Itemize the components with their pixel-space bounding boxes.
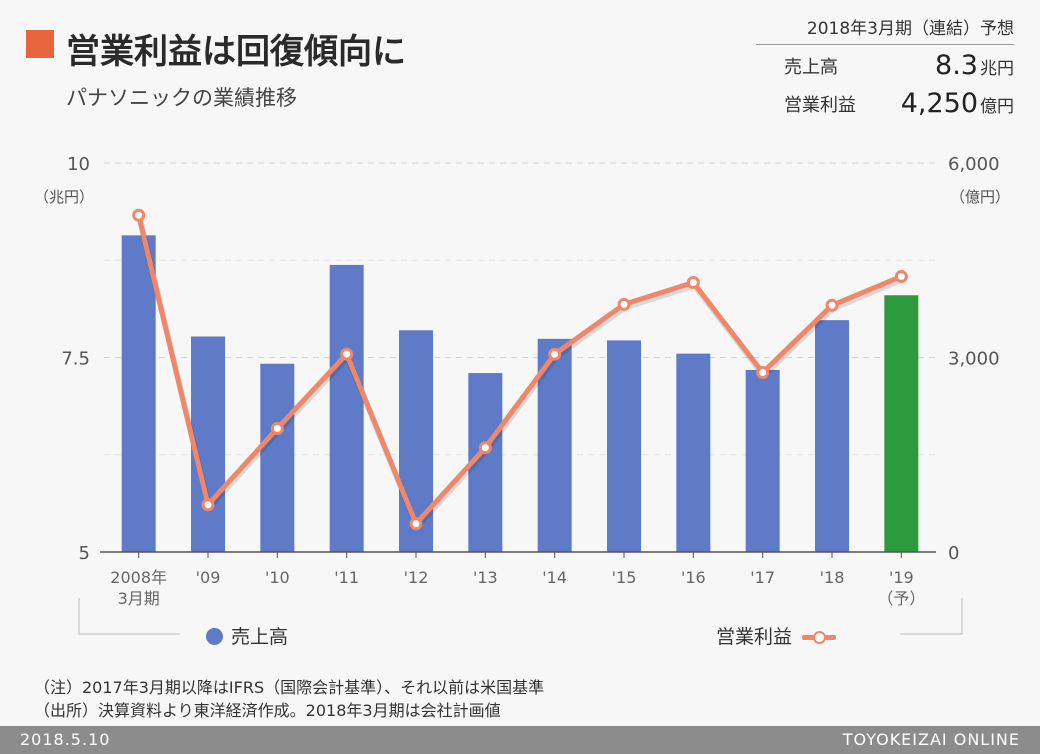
legend-sales: 売上高 [206, 622, 288, 649]
bar-2 [260, 363, 295, 552]
bar-3 [329, 264, 364, 552]
profit-line-shadow [136, 217, 904, 530]
bar-8 [676, 353, 711, 552]
y-left-tick-2: 10 [67, 154, 90, 175]
grid-lines [104, 162, 936, 456]
y-left-tick-0: 5 [79, 543, 90, 564]
y-right-tick-0: 0 [948, 543, 959, 564]
y-left-unit: （兆円） [34, 188, 94, 206]
footer-date: 2018.5.10 [20, 730, 111, 749]
forecast-profit-value: 4,250 [900, 88, 978, 119]
profit-point-5 [478, 441, 492, 455]
forecast-sales-label: 売上高 [784, 57, 838, 78]
profit-point-2 [270, 421, 284, 435]
y-left-tick-1: 7.5 [61, 349, 90, 370]
profit-point-8 [686, 275, 700, 289]
x-label-6: '14 [542, 568, 567, 587]
profit-line [136, 214, 903, 527]
footer-brand: TOYOKEIZAI ONLINE [842, 730, 1020, 749]
profit-point-0 [132, 208, 146, 222]
profit-point-9 [756, 366, 770, 380]
bar-1 [191, 336, 225, 552]
profit-point-11 [894, 269, 908, 283]
legend-profit: 営業利益 [716, 622, 837, 649]
y-right-tick-2: 6,000 [948, 154, 1000, 175]
legend-profit-label: 営業利益 [716, 626, 793, 648]
forecast-sales-value: 8.3 [935, 50, 978, 81]
profit-point-7 [617, 297, 631, 311]
x-label-10: '18 [820, 568, 845, 587]
profit-point-6 [548, 347, 562, 361]
profit-point-3 [340, 347, 354, 361]
note-source: （出所）決算資料より東洋経済作成。2018年3月期は会社計画値 [34, 701, 501, 720]
forecast-profit-label: 営業利益 [784, 95, 856, 116]
bar-7 [607, 340, 641, 552]
legend-sales-label: 売上高 [231, 626, 289, 648]
legend-sales-swatch [206, 628, 223, 645]
profit-point-4 [409, 517, 423, 531]
x-label-1: '09 [196, 568, 221, 587]
x-label-11: '19 [889, 568, 914, 587]
forecast-box: 2018年3月期（連結）予想 売上高 8.3 兆円 営業利益 4,250 億円 [756, 14, 1014, 121]
x-label-0-sub: 3月期 [118, 589, 160, 608]
x-label-5: '13 [473, 568, 498, 587]
legend-bracket [78, 598, 963, 635]
y-right-tick-1: 3,000 [948, 349, 1000, 370]
forecast-sales-value-group: 8.3 兆円 [935, 50, 1014, 81]
x-label-11-sub: （予） [877, 589, 925, 608]
bar-4 [399, 330, 433, 552]
notes: （注）2017年3月期以降はIFRS（国際会計基準）、それ以前は米国基準 （出所… [34, 676, 544, 722]
forecast-sales-unit: 兆円 [980, 59, 1014, 79]
bar-9 [745, 369, 780, 552]
forecast-heading: 2018年3月期（連結）予想 [756, 14, 1014, 45]
title-marker [26, 30, 54, 58]
forecast-profit-unit: 億円 [980, 97, 1014, 117]
x-label-8: '16 [681, 568, 706, 587]
y-right-unit: （億円） [950, 188, 1010, 206]
x-label-3: '11 [334, 568, 359, 587]
combo-chart: 5 7.5 10 0 3,000 6,000 （兆円） （億円） 2008年 3月期 '09 '10… [34, 154, 1010, 635]
x-label-9: '17 [750, 568, 775, 587]
forecast-row-profit: 営業利益 4,250 億円 [756, 87, 1014, 121]
x-label-7: '15 [612, 568, 637, 587]
x-label-0: 2008年 [110, 568, 167, 587]
x-axis-labels: 2008年 3月期 '09 '10 '11 '12 '13 '14 '15 '16 '17 '18 '1… [110, 568, 925, 608]
footer-bar: 2018.5.10 TOYOKEIZAI ONLINE [0, 726, 1040, 754]
legend-profit-swatch [802, 628, 837, 646]
chart-title: 営業利益は回復傾向に [66, 32, 406, 72]
x-label-4: '12 [404, 568, 429, 587]
note-standard: （注）2017年3月期以降はIFRS（国際会計基準）、それ以前は米国基準 [34, 678, 545, 697]
line-operating-profit [132, 208, 908, 531]
x-label-2: '10 [265, 568, 290, 587]
bar-11 [884, 295, 919, 552]
forecast-profit-value-group: 4,250 億円 [901, 88, 1014, 119]
axes: 5 7.5 10 0 3,000 6,000 （兆円） （億円） [34, 154, 1010, 635]
bar-0 [121, 235, 156, 552]
bar-10 [815, 320, 849, 552]
profit-point-1 [201, 498, 215, 512]
forecast-row-sales: 売上高 8.3 兆円 [756, 49, 1014, 83]
chart-subtitle: パナソニックの業績推移 [66, 86, 297, 110]
bars-sales [121, 235, 919, 552]
bar-6 [537, 338, 572, 552]
profit-point-10 [825, 298, 839, 312]
